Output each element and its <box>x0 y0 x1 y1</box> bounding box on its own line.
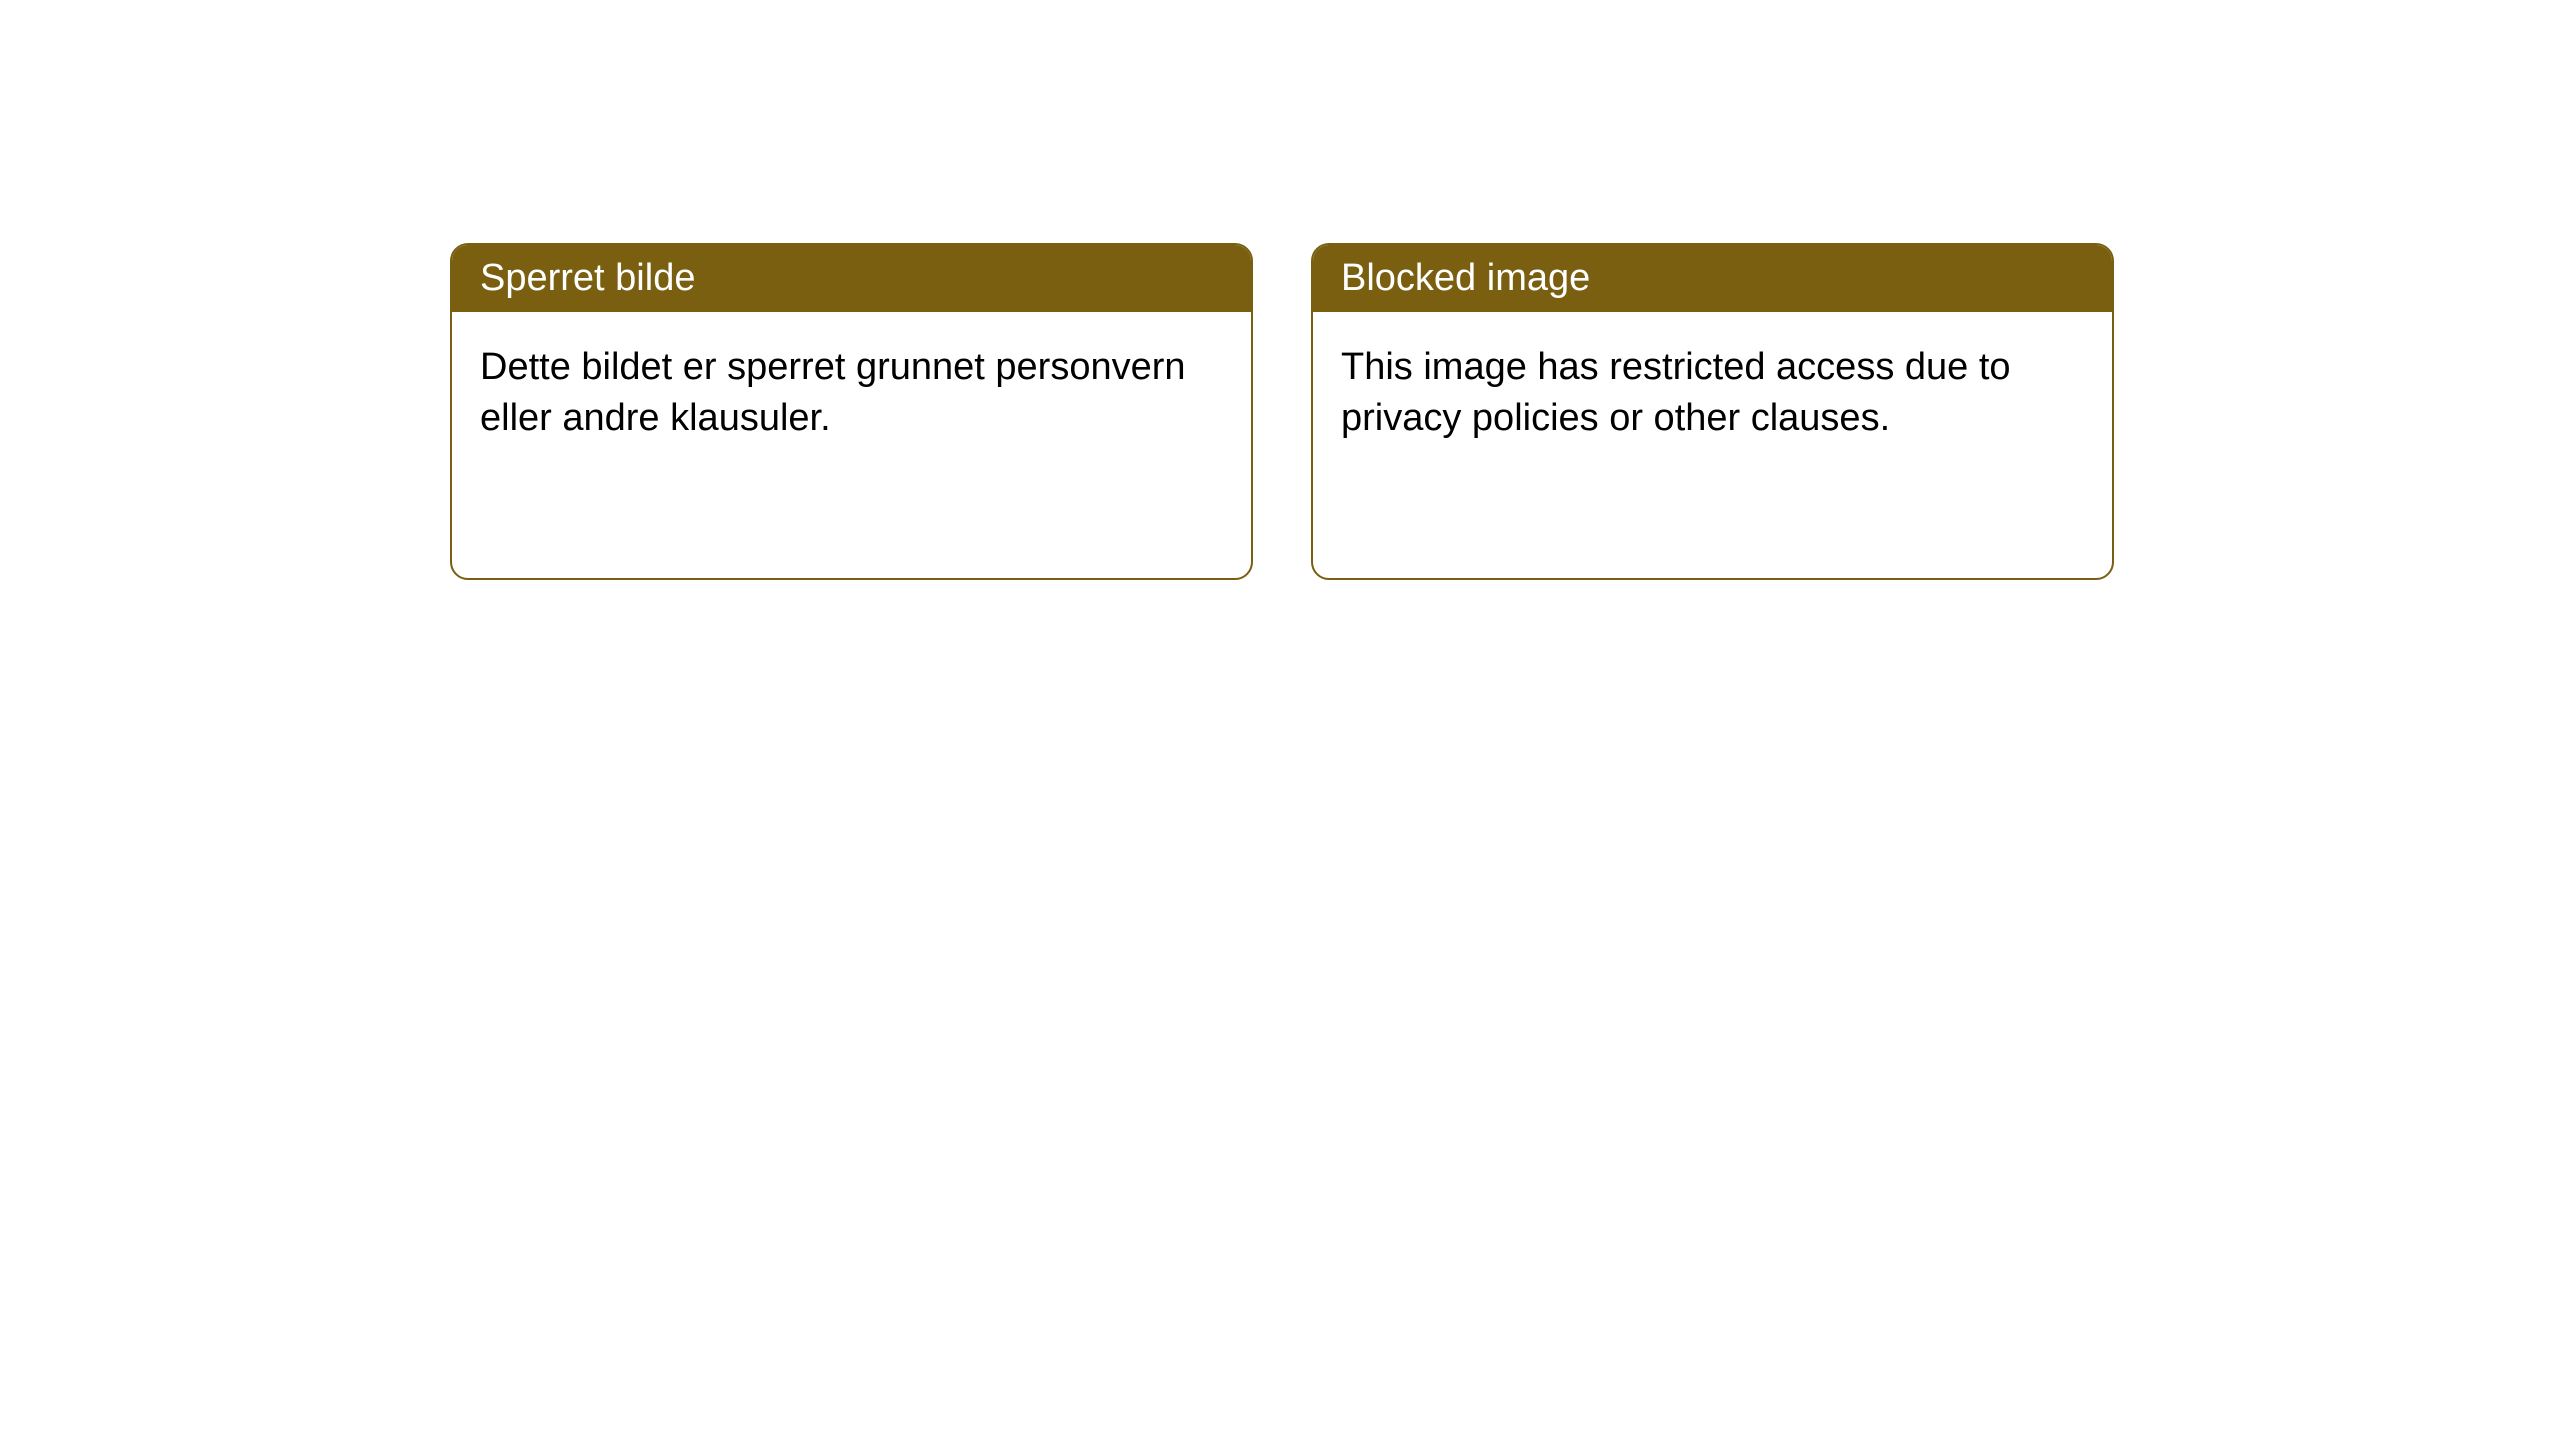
notice-body-english: This image has restricted access due to … <box>1313 312 2112 475</box>
notice-body-norwegian: Dette bildet er sperret grunnet personve… <box>452 312 1251 475</box>
notices-container: Sperret bilde Dette bildet er sperret gr… <box>450 243 2114 580</box>
notice-text: Dette bildet er sperret grunnet personve… <box>480 346 1186 439</box>
notice-box-norwegian: Sperret bilde Dette bildet er sperret gr… <box>450 243 1253 580</box>
notice-header-norwegian: Sperret bilde <box>452 245 1251 312</box>
notice-title: Sperret bilde <box>480 257 695 299</box>
notice-title: Blocked image <box>1341 257 1590 299</box>
notice-text: This image has restricted access due to … <box>1341 346 2011 439</box>
notice-header-english: Blocked image <box>1313 245 2112 312</box>
notice-box-english: Blocked image This image has restricted … <box>1311 243 2114 580</box>
